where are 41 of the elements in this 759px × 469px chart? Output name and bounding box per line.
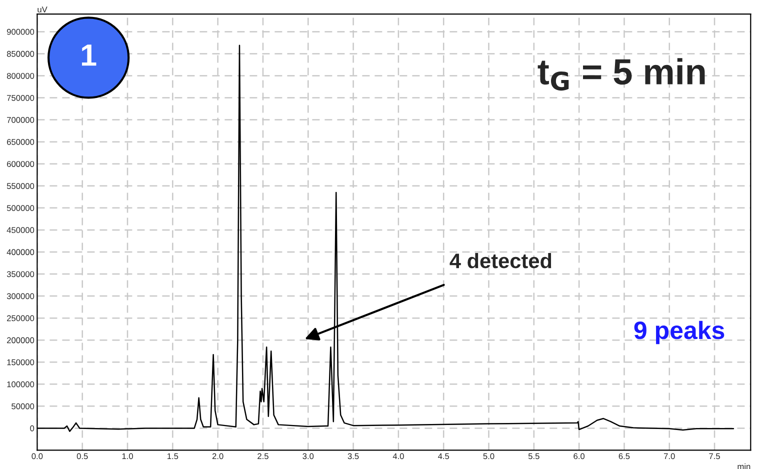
x-tick-label: 7.0 xyxy=(664,453,675,460)
x-axis-title: min xyxy=(738,463,750,469)
x-tick-label: 0.0 xyxy=(32,453,43,460)
x-tick-label: 3.0 xyxy=(302,453,314,460)
x-tick-label: 1.0 xyxy=(122,453,133,460)
x-tick-label: 4.0 xyxy=(392,453,404,460)
x-tick-label: 3.5 xyxy=(348,453,359,460)
annotation: t$_{G}$ = 5 min xyxy=(538,58,705,91)
y-tick-label: 700000 xyxy=(7,117,34,123)
y-axis-title: uV xyxy=(38,6,48,12)
y-tick-label: 550000 xyxy=(6,183,34,189)
y-tick-label: 400000 xyxy=(6,249,34,256)
x-tick-label: 4.5 xyxy=(438,453,450,460)
x-tick-label: 6.5 xyxy=(618,453,630,460)
x-tick-label: 2.5 xyxy=(258,453,268,460)
y-tick-label: 450000 xyxy=(6,227,34,234)
y-tick-label: 150000 xyxy=(7,359,34,366)
y-tick-label: 900000 xyxy=(7,28,34,35)
y-tick-label: 50000 xyxy=(12,403,34,410)
x-tick-label: 0.5 xyxy=(76,453,88,460)
annotation: 1 xyxy=(82,44,96,66)
y-tick-label: 300000 xyxy=(6,293,34,300)
x-tick-label: 5.5 xyxy=(528,453,540,460)
x-tick-label: 7.5 xyxy=(709,453,720,460)
y-tick-label: 800000 xyxy=(6,72,34,79)
y-tick-label: 600000 xyxy=(7,161,34,167)
annotation: 9 peaks xyxy=(634,320,724,344)
y-tick-label: 250000 xyxy=(7,315,34,322)
annotation: 4 detected xyxy=(450,252,552,268)
x-tick-label: 1.5 xyxy=(168,453,178,460)
y-tick-label: 650000 xyxy=(7,139,34,145)
x-tick-label: 2.0 xyxy=(212,453,224,460)
y-tick-label: 350000 xyxy=(6,271,34,278)
y-tick-label: 500000 xyxy=(6,205,34,212)
x-tick-label: 6.0 xyxy=(574,453,585,460)
y-tick-label: 0 xyxy=(30,425,34,432)
x-tick-label: 5.0 xyxy=(483,453,494,460)
y-tick-label: 850000 xyxy=(6,50,34,57)
y-tick-label: 200000 xyxy=(7,337,34,344)
y-tick-label: 100000 xyxy=(7,381,34,388)
y-tick-label: 750000 xyxy=(7,94,34,101)
